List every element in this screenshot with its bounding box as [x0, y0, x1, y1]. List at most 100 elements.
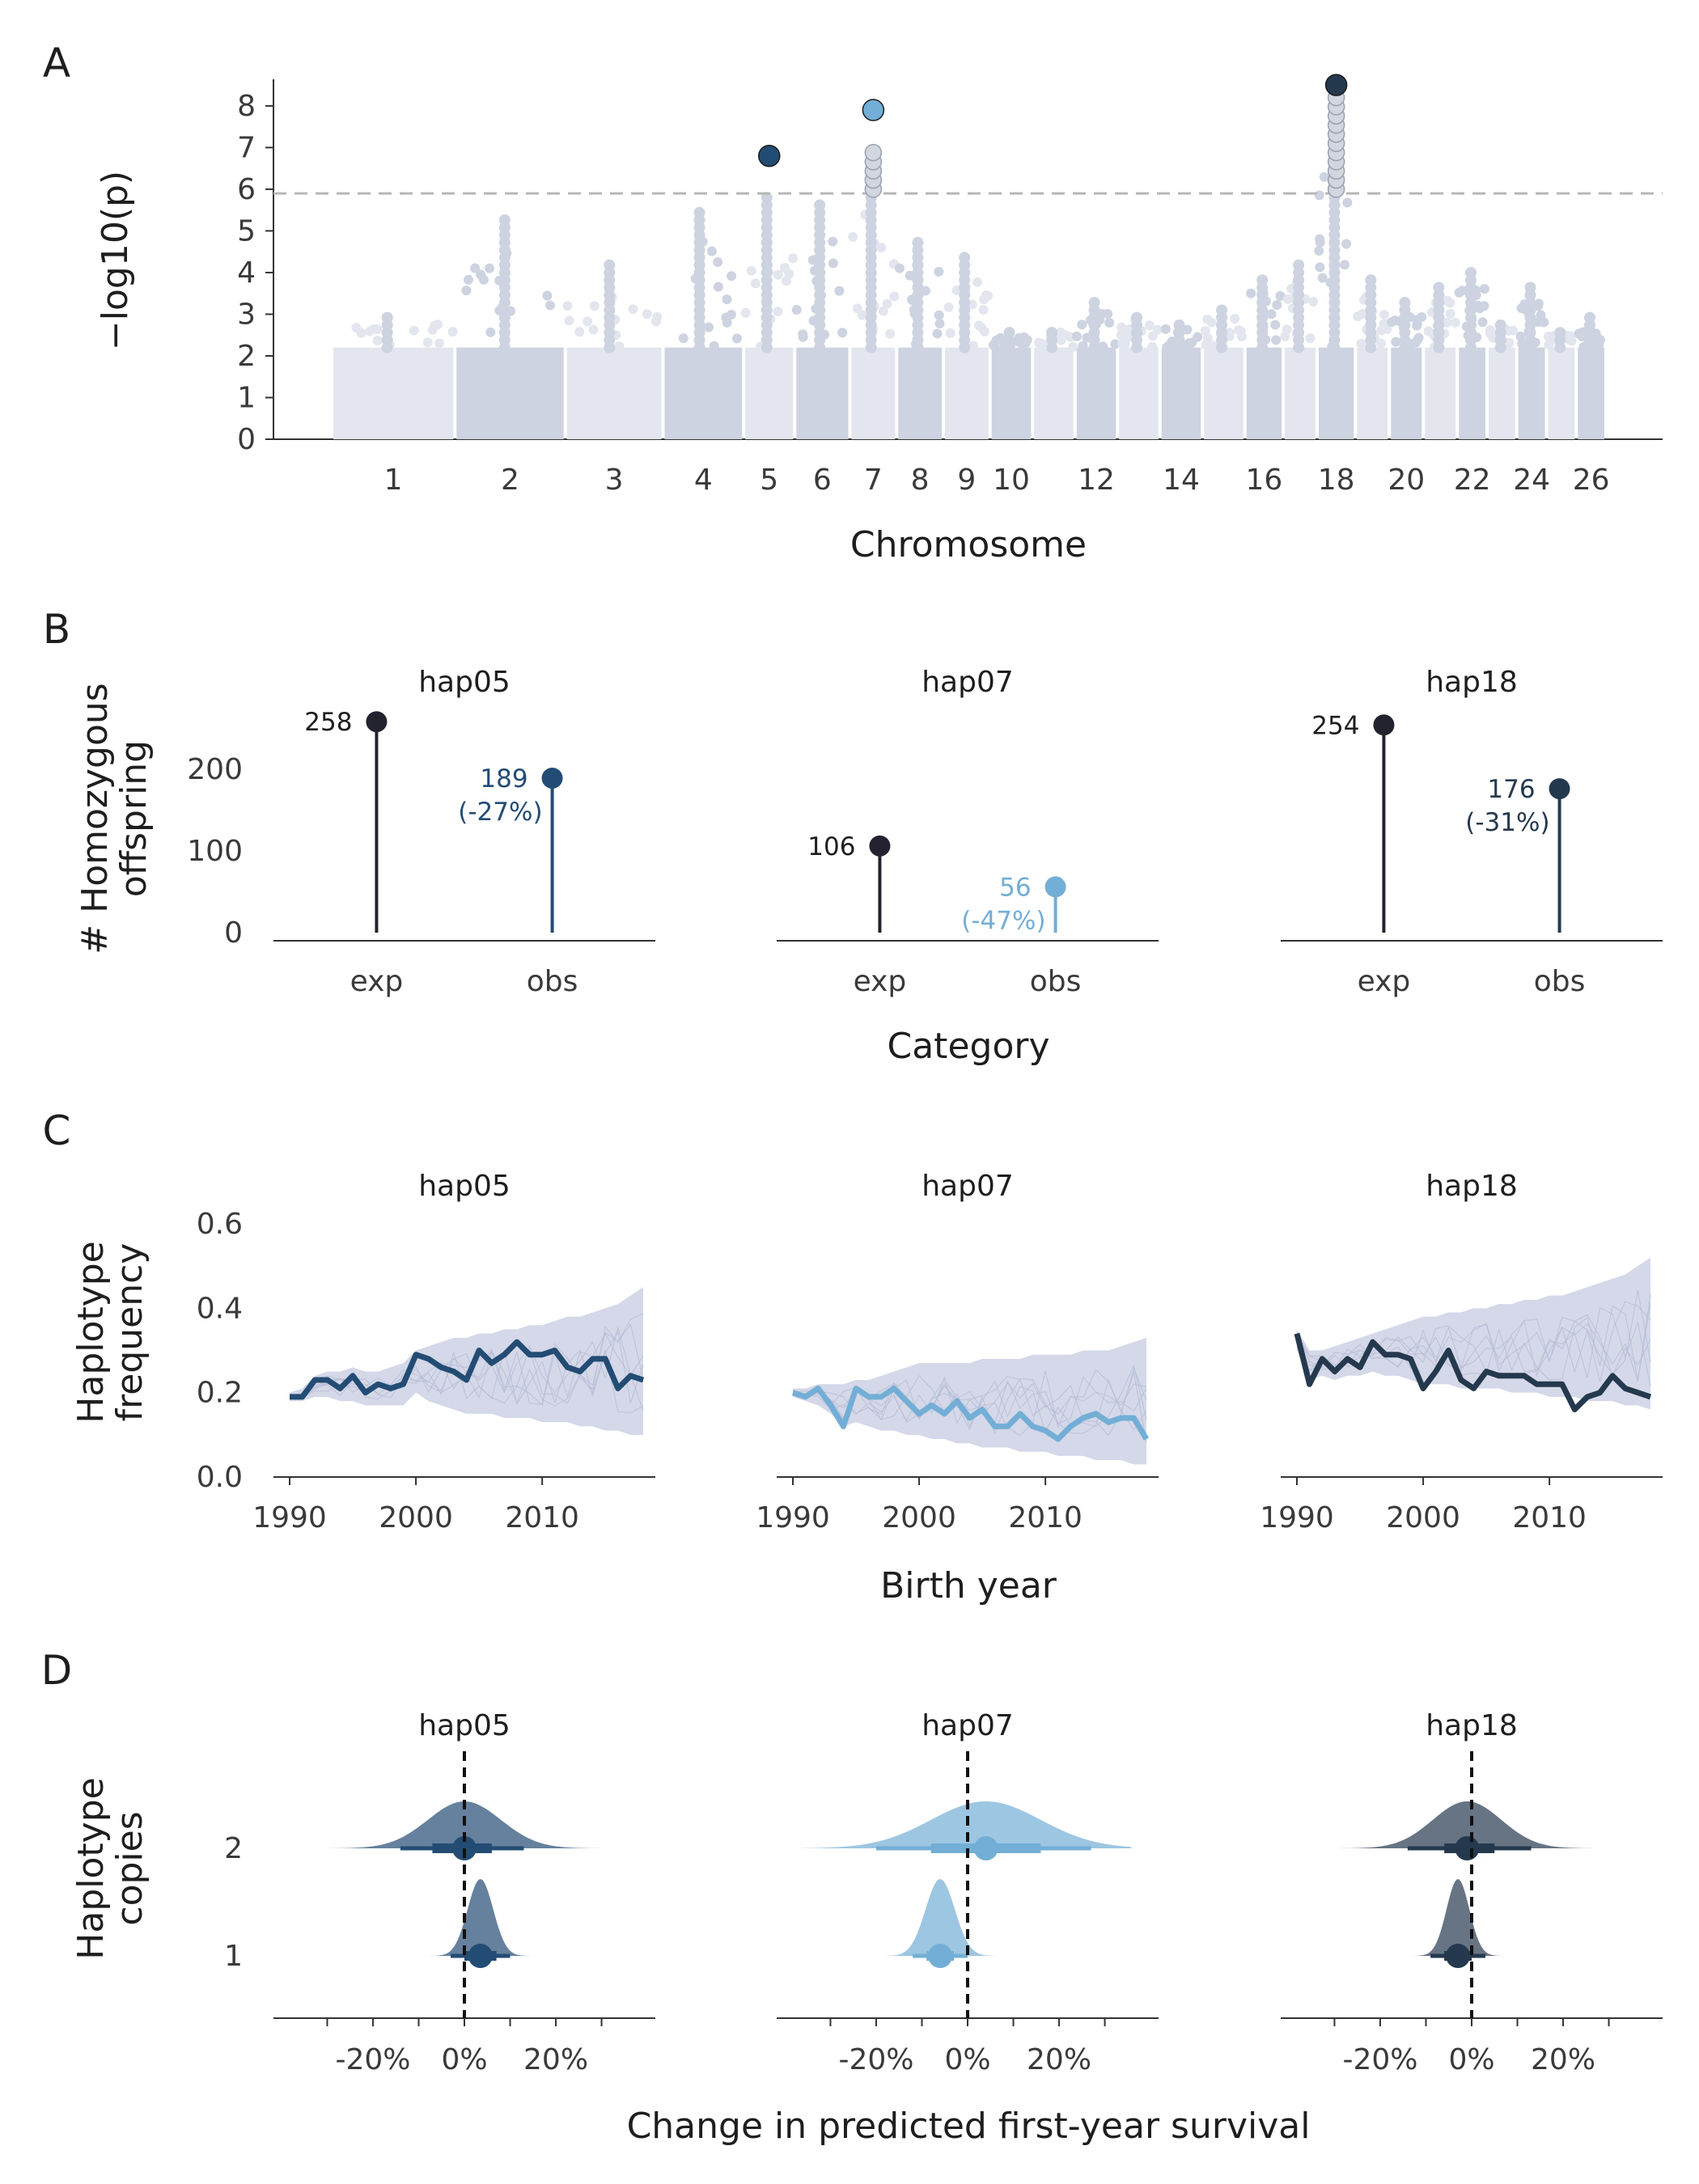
chromosome-13-point	[1148, 331, 1159, 341]
panel-b-x-axis-title: Category	[888, 1026, 1050, 1067]
chromosome-21-point	[1445, 308, 1455, 319]
chromosome-23-point	[1508, 325, 1519, 336]
chromosome-9-band	[945, 347, 989, 439]
chromosome-17-points	[1280, 259, 1319, 439]
obs-value-label: 189	[480, 764, 527, 794]
chromosome-23-point	[1485, 325, 1495, 336]
chromosome-15-peak-point	[1216, 304, 1228, 316]
chromosome-6-points	[791, 199, 849, 439]
chromosome-25-band	[1548, 347, 1575, 439]
chromosome-7-point	[885, 328, 896, 339]
chromosome-5-point	[773, 307, 783, 317]
panel-d-x-tick-label: -20%	[1342, 2043, 1417, 2076]
chromosome-14-point	[1160, 324, 1171, 334]
panel-d-facet-title: hap05	[418, 1709, 511, 1742]
panel-a-x-tick-label: 20	[1388, 463, 1425, 497]
panel-b-facet-title: hap18	[1426, 666, 1518, 699]
panel-b-x-tick-label: exp	[1358, 965, 1411, 998]
chromosome-7-point	[882, 298, 892, 309]
chromosome-22-band	[1459, 347, 1485, 439]
chromosome-3-point	[583, 316, 593, 327]
chromosome-2-band	[456, 347, 564, 439]
panel-a-x-tick-label: 1	[384, 463, 403, 497]
chromosome-2-point	[461, 286, 472, 296]
chromosome-15-band	[1204, 347, 1244, 439]
chromosome-3-peak-point	[604, 259, 616, 271]
simulated-frequency-trace	[1296, 1290, 1651, 1375]
panel-d-x-tick-label: -20%	[335, 2043, 410, 2076]
chromosome-17-point	[1280, 332, 1290, 342]
chromosome-11-band	[1034, 347, 1074, 439]
chromosome-4-point	[726, 309, 736, 320]
panel-d-x-tick-label: 20%	[523, 2043, 588, 2076]
chromosome-11-point	[1057, 332, 1068, 342]
posterior-median-point	[1455, 1836, 1480, 1860]
chromosome-15-point	[1224, 328, 1235, 338]
chromosome-10-points	[988, 327, 1032, 439]
panel-b-x-tick-label: obs	[527, 965, 578, 998]
chromosome-9-point	[943, 302, 954, 312]
panel-a-y-tick-label: 6	[237, 173, 256, 206]
chromosome-9-points	[943, 252, 994, 439]
panel-c-y-tick-label: 0.0	[197, 1461, 243, 1494]
chromosome-12-points	[1071, 297, 1121, 439]
chromosome-6-point	[828, 236, 838, 247]
chromosome-7-point	[857, 310, 867, 320]
chromosome-11-peak-point	[1046, 327, 1058, 339]
chromosome-2-point	[542, 290, 553, 301]
chromosome-7-point	[848, 231, 858, 242]
chromosome-14-band	[1161, 347, 1201, 439]
exp-lollipop-point	[1373, 714, 1395, 736]
chromosome-3-points	[562, 259, 663, 439]
chromosome-2-point	[463, 274, 473, 285]
panel-c-x-tick-label: 1990	[252, 1501, 327, 1534]
chromosome-8-point	[894, 263, 905, 273]
obs-value-label: 56	[999, 873, 1031, 902]
chromosome-18-point	[1315, 234, 1325, 244]
panel-a-x-tick-label: 7	[864, 463, 883, 497]
chromosome-8-points	[894, 236, 945, 439]
chromosome-2-point	[478, 274, 489, 285]
chromosome-25-peak-point	[1554, 327, 1566, 339]
obs-lollipop-point	[1044, 876, 1066, 898]
chromosome-16-point	[1266, 309, 1277, 320]
observed-frequency-line	[791, 1385, 1150, 1442]
chromosome-15-points	[1200, 304, 1247, 439]
chromosome-19-point	[1356, 338, 1366, 349]
chromosome-3-point	[614, 341, 625, 352]
panel-a-y-tick-label: 8	[237, 90, 256, 123]
simulated-frequency-trace	[1296, 1294, 1651, 1382]
exp-value-label: 258	[304, 708, 352, 737]
panel-b-facet-title: hap05	[418, 666, 511, 699]
panel-d-y-axis-title-line: Haplotype	[70, 1777, 112, 1959]
chromosome-1-point	[372, 324, 383, 335]
chromosome-15-point	[1230, 314, 1240, 324]
chromosome-21-band	[1425, 347, 1456, 439]
chromosome-7-significant-snp	[864, 143, 883, 162]
chromosome-15-point	[1202, 333, 1213, 344]
chromosome-20-point	[1417, 311, 1427, 322]
chromosome-17-point	[1282, 294, 1293, 304]
chromosome-18-point	[1317, 273, 1328, 283]
chromosome-17-point	[1308, 297, 1319, 307]
chromosome-20-points	[1387, 297, 1427, 439]
chromosome-24-band	[1518, 347, 1545, 439]
chromosome-8-band	[898, 347, 942, 439]
panel-c-y-tick-label: 0.2	[197, 1377, 243, 1410]
chromosome-1-band	[333, 347, 454, 439]
panel-c-facet-title: hap18	[1426, 1170, 1518, 1203]
chromosome-24-point	[1515, 331, 1526, 341]
chromosome-3-point	[642, 309, 652, 320]
chromosome-16-point	[1270, 320, 1281, 330]
chromosome-17-peak-point	[1293, 259, 1305, 271]
chromosome-2-points	[456, 214, 564, 439]
chromosome-1-point	[447, 327, 458, 337]
chromosome-12-peak-point	[1088, 297, 1100, 309]
lead-snp-hap05	[758, 144, 781, 167]
chromosome-24-peak-point	[1524, 281, 1536, 294]
chromosome-13-point	[1117, 324, 1128, 334]
chromosome-6-point	[798, 329, 808, 340]
chromosome-20-point	[1387, 317, 1397, 328]
chromosome-21-point	[1445, 298, 1455, 308]
panel-d-y-tick-label: 1	[224, 1940, 243, 1973]
